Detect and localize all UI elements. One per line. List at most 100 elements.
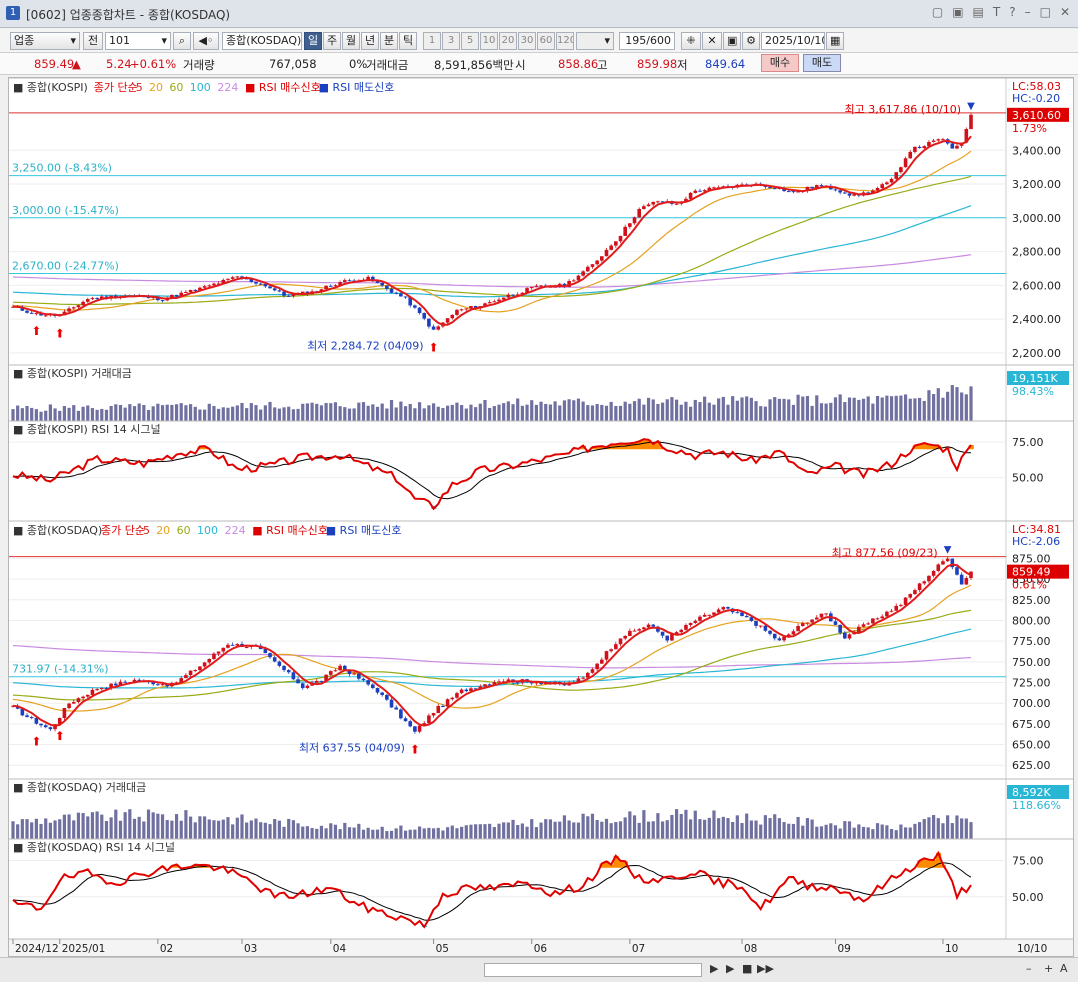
calendar-icon[interactable]: ▦ <box>826 32 844 50</box>
tab-period-4[interactable]: 분 <box>380 32 398 50</box>
value-bar <box>118 405 123 421</box>
hc-label: HC:-0.20 <box>1012 92 1060 105</box>
value-bar <box>315 828 319 839</box>
all-button[interactable]: 전 <box>83 32 103 50</box>
value-bar <box>548 819 553 839</box>
fast-forward-icon[interactable]: ▶▶ <box>757 962 774 975</box>
time-axis-label: 04 <box>333 943 347 955</box>
value-bar <box>203 409 207 421</box>
tab-period-2[interactable]: 월 <box>342 32 360 50</box>
font-icon[interactable]: T <box>992 5 1001 19</box>
value-bar <box>819 826 824 839</box>
time-axis-label: 07 <box>632 943 645 955</box>
value-bar <box>403 830 408 839</box>
candle-body <box>749 617 754 621</box>
value-bar <box>899 395 903 421</box>
minimize-icon[interactable]: – <box>1024 5 1031 19</box>
candle-body <box>342 280 347 283</box>
crosshair-icon[interactable]: ⁜ <box>681 32 701 50</box>
interval-button-1[interactable]: 1 <box>423 32 441 50</box>
value-bar <box>534 827 538 839</box>
rsi-overbought-fill <box>599 446 605 450</box>
copy-icon[interactable]: ▣ <box>952 5 964 19</box>
interval-button-60[interactable]: 60 <box>537 32 555 50</box>
help-icon[interactable]: ? <box>1009 5 1016 19</box>
value-bar <box>151 406 155 421</box>
gear-icon[interactable]: ⚙ <box>742 32 760 50</box>
link-icon[interactable]: ▢ <box>931 5 944 19</box>
value-bar <box>913 398 917 421</box>
tab-period-5[interactable]: 틱 <box>399 32 417 50</box>
interval-dropdown[interactable]: ▾ <box>576 32 614 50</box>
chevron-down-icon: ▾ <box>161 34 167 47</box>
candle-body <box>174 682 179 684</box>
current-price-label: 3,610.60 <box>1012 109 1061 122</box>
date-input[interactable]: 2025/10/10 <box>761 32 825 50</box>
speaker-icon[interactable]: ◀◦ <box>193 32 219 50</box>
value-bar <box>731 821 735 839</box>
save-icon[interactable]: ▣ <box>723 32 741 50</box>
value-bar <box>530 400 534 421</box>
interval-button-5[interactable]: 5 <box>461 32 479 50</box>
interval-button-3[interactable]: 3 <box>442 32 460 50</box>
code-input[interactable]: 101 ▾ <box>105 32 171 50</box>
candle-body <box>408 721 413 727</box>
value-bar <box>58 410 62 421</box>
candle-body <box>955 145 959 149</box>
candle-body <box>796 625 800 632</box>
candle-body <box>693 620 698 623</box>
tab-period-0[interactable]: 일 <box>304 32 322 50</box>
value-bar <box>53 408 57 421</box>
value-bar <box>735 400 739 421</box>
next-icon[interactable]: ▶ <box>710 962 719 975</box>
value-bar <box>829 402 833 421</box>
auto-icon[interactable]: A <box>1060 962 1068 975</box>
tab-period-3[interactable]: 년 <box>361 32 379 50</box>
indicator-icon[interactable]: ✕ <box>702 32 722 50</box>
candle-body <box>25 310 29 313</box>
maximize-icon[interactable]: □ <box>1039 5 1051 19</box>
value-bar <box>67 407 71 421</box>
zoom-in-icon[interactable]: + <box>1044 962 1054 975</box>
buy-button[interactable]: 매수 <box>761 54 799 72</box>
candle-body <box>913 146 917 152</box>
candle-body <box>385 694 389 700</box>
value-bar <box>184 405 188 421</box>
candle-body <box>380 692 384 695</box>
value-bar <box>104 821 109 839</box>
market-type-select[interactable]: 업종 ▾ <box>10 32 80 50</box>
candle-body <box>698 190 702 192</box>
value-bar <box>319 405 324 421</box>
value-bar <box>581 401 585 421</box>
scroll-track[interactable] <box>484 963 702 977</box>
candle-body <box>670 634 674 641</box>
candle-body <box>230 644 235 646</box>
interval-button-30[interactable]: 30 <box>518 32 536 50</box>
zoom-out-icon[interactable]: – <box>1026 962 1032 975</box>
sell-button[interactable]: 매도 <box>803 54 841 72</box>
chart-area[interactable]: 3,400.00 3,200.00 3,000.00 2,800.00 2,600.00… <box>8 77 1074 957</box>
candle-body <box>922 146 927 149</box>
interval-button-10[interactable]: 10 <box>480 32 498 50</box>
value-bar <box>689 819 693 839</box>
close-icon[interactable]: ✕ <box>1059 5 1070 19</box>
count-field[interactable]: 195/600 <box>619 32 675 50</box>
value-bar <box>941 823 945 839</box>
search-icon[interactable]: ⌕ <box>173 32 191 50</box>
value-bar <box>674 399 679 421</box>
chart-svg[interactable]: 3,400.00 3,200.00 3,000.00 2,800.00 2,600.00… <box>9 77 1073 956</box>
candle-body <box>894 172 899 179</box>
value-bar <box>960 392 964 421</box>
stop-icon[interactable]: ■ <box>742 962 753 975</box>
interval-button-20[interactable]: 20 <box>499 32 517 50</box>
candle-body <box>679 629 684 633</box>
candle-body <box>417 725 422 732</box>
value-bar <box>90 408 95 421</box>
play-icon[interactable]: ▶ <box>726 962 735 975</box>
tab-period-1[interactable]: 주 <box>323 32 341 50</box>
interval-button-120[interactable]: 120 <box>556 32 574 50</box>
candle-body <box>623 226 627 236</box>
layout-icon[interactable]: ▤ <box>972 5 984 19</box>
value-bar <box>25 405 29 421</box>
candle-body <box>726 607 730 609</box>
